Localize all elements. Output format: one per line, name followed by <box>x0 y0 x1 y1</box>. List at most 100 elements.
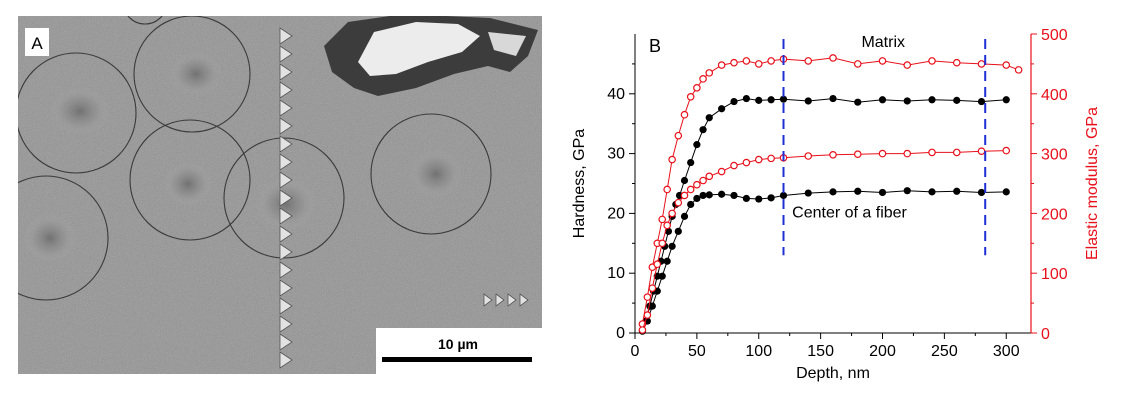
data-point <box>829 54 837 62</box>
fiber-cross-section <box>223 137 345 259</box>
data-point <box>779 191 788 200</box>
x-tick-label: 50 <box>688 343 706 360</box>
data-point <box>928 188 936 196</box>
data-point <box>829 150 837 159</box>
data-point <box>730 97 738 106</box>
data-point <box>903 61 912 69</box>
data-point <box>693 194 701 203</box>
data-point <box>648 284 657 292</box>
data-point <box>804 189 812 197</box>
data-point <box>686 92 695 101</box>
data-point <box>668 209 676 218</box>
data-point <box>674 131 683 140</box>
data-point <box>699 126 707 134</box>
series-line <box>641 190 1007 332</box>
data-point <box>977 147 986 156</box>
data-point <box>755 96 763 104</box>
data-point <box>674 198 683 207</box>
data-point <box>718 105 726 113</box>
data-point <box>699 191 707 200</box>
y-tick-label-left: 0 <box>616 325 625 342</box>
y-tick-label-right: 500 <box>1041 27 1068 44</box>
data-point <box>754 60 763 68</box>
data-point <box>742 57 751 65</box>
x-tick-label: 200 <box>869 343 896 360</box>
data-point <box>680 110 689 119</box>
y-tick-label-right: 200 <box>1041 206 1068 223</box>
data-point <box>767 96 775 104</box>
data-point <box>686 185 695 194</box>
x-tick-label: 250 <box>931 343 958 360</box>
x-tick-label: 0 <box>631 343 640 360</box>
data-point <box>878 96 887 104</box>
data-point <box>687 158 695 167</box>
panel-label-a: A <box>31 34 43 53</box>
data-point <box>829 188 837 196</box>
data-point <box>928 148 936 157</box>
x-tick-label: 100 <box>745 343 772 360</box>
data-point <box>730 161 738 170</box>
data-point <box>674 227 682 235</box>
data-point <box>928 57 936 65</box>
data-point <box>878 188 887 197</box>
data-point <box>977 60 986 68</box>
fiber-cross-section <box>127 16 163 25</box>
data-point <box>755 195 763 203</box>
data-point <box>705 69 714 77</box>
data-point <box>903 187 911 195</box>
data-point <box>680 212 689 220</box>
sem-micrograph: A 10 µm <box>18 16 542 374</box>
data-point <box>705 191 713 199</box>
data-point <box>854 98 862 106</box>
data-point <box>804 152 813 160</box>
x-tick-label: 300 <box>993 343 1020 360</box>
panel-label-box <box>25 28 49 56</box>
annotation-matrix: Matrix <box>861 34 905 51</box>
data-point <box>663 185 671 194</box>
y-tick-label-right: 300 <box>1041 147 1068 164</box>
data-point <box>977 97 986 106</box>
panel-label-b: B <box>649 36 661 56</box>
data-point <box>1002 188 1010 196</box>
fiber-porosity <box>24 52 462 262</box>
data-point <box>663 221 671 230</box>
data-point <box>853 150 862 158</box>
data-point <box>742 94 750 103</box>
data-point <box>699 75 707 83</box>
data-point <box>643 311 652 319</box>
data-point <box>742 158 751 167</box>
data-point <box>767 57 775 65</box>
data-point <box>717 167 726 176</box>
data-point <box>804 57 813 65</box>
data-point <box>668 155 676 164</box>
fiber-cross-section <box>18 52 137 174</box>
y-tick-label-left: 10 <box>607 265 625 282</box>
data-point <box>829 94 837 103</box>
data-point <box>1002 61 1011 69</box>
data-point <box>767 154 775 163</box>
fiber-cross-section <box>133 16 251 133</box>
data-point <box>779 95 788 103</box>
data-point <box>648 302 656 310</box>
data-point <box>903 149 912 158</box>
data-point <box>663 257 671 265</box>
y-tick-label-right: 100 <box>1041 266 1068 283</box>
data-point <box>717 61 726 69</box>
data-point <box>718 190 726 198</box>
debris-particle <box>324 16 538 96</box>
data-point <box>804 97 812 105</box>
data-point <box>754 155 763 164</box>
scalebar-label: 10 µm <box>438 336 478 352</box>
data-point <box>730 58 738 67</box>
x-axis-label: Depth, nm <box>796 365 870 382</box>
data-point <box>903 97 911 105</box>
scalebar <box>382 357 532 362</box>
y-tick-label-left: 40 <box>607 86 625 103</box>
indentation-row-vertical <box>279 27 293 369</box>
data-point <box>668 242 676 250</box>
data-point <box>699 176 707 185</box>
data-point <box>730 191 738 200</box>
data-point <box>658 272 666 280</box>
data-point <box>705 172 714 181</box>
data-point <box>1002 146 1011 155</box>
